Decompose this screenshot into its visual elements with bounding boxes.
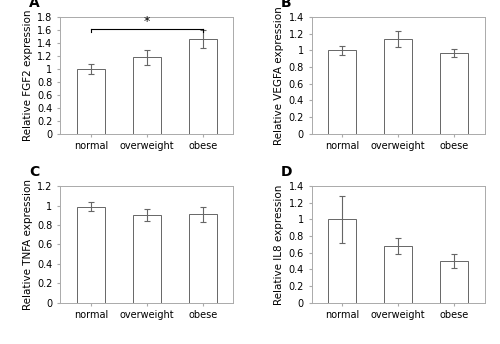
Y-axis label: Relative FGF2 expression: Relative FGF2 expression: [23, 10, 33, 141]
Bar: [328, 219, 356, 303]
Bar: [77, 69, 105, 134]
Text: C: C: [29, 165, 39, 179]
Y-axis label: Relative IL8 expression: Relative IL8 expression: [274, 184, 284, 305]
Text: A: A: [29, 0, 40, 10]
Bar: [384, 246, 412, 303]
Y-axis label: Relative VEGFA expression: Relative VEGFA expression: [274, 6, 284, 145]
Bar: [440, 261, 468, 303]
Bar: [328, 51, 356, 134]
Bar: [188, 214, 216, 303]
Bar: [384, 39, 412, 134]
Y-axis label: Relative TNFA expression: Relative TNFA expression: [23, 179, 33, 310]
Bar: [132, 57, 160, 134]
Bar: [440, 53, 468, 134]
Bar: [132, 215, 160, 303]
Text: D: D: [280, 165, 292, 179]
Bar: [77, 207, 105, 303]
Text: *: *: [144, 15, 150, 28]
Text: B: B: [280, 0, 291, 10]
Bar: [188, 39, 216, 134]
